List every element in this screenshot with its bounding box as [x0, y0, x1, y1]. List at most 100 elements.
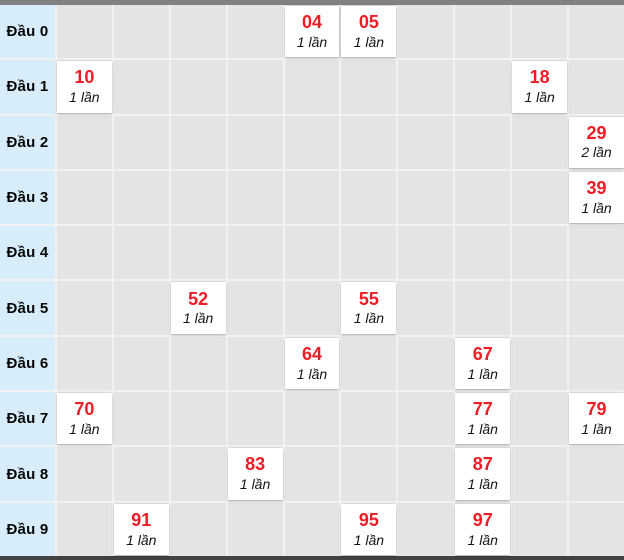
grid-cell [56, 170, 112, 225]
grid-cell [284, 226, 340, 280]
grid-cell [341, 226, 397, 280]
row-header: Đầu 9 [0, 502, 55, 556]
grid-cell [341, 60, 397, 114]
lottery-number: 67 [472, 343, 493, 364]
number-frequency-card: 10 1 lần [56, 61, 112, 113]
top-border-bar [0, 0, 624, 5]
lottery-number: 70 [74, 399, 95, 420]
number-frequency-card: 70 1 lần [56, 393, 112, 445]
grid-cell [170, 170, 226, 225]
grid-cell [284, 60, 340, 114]
grid-cell [398, 226, 454, 280]
lottery-number: 64 [301, 343, 322, 364]
row-header: Đầu 1 [0, 60, 55, 114]
grid-cell [170, 502, 226, 556]
grid-cell [56, 115, 112, 169]
occurrence-count: 1 lần [581, 420, 612, 437]
grid-cell [227, 115, 283, 169]
grid-cell: 10 1 lần [56, 60, 112, 114]
grid-cell [455, 5, 511, 59]
grid-cell [569, 447, 624, 501]
grid-cell [113, 281, 169, 335]
grid-cell [569, 281, 624, 335]
occurrence-count: 1 lần [296, 33, 328, 50]
grid-cell: 67 1 lần [455, 336, 511, 391]
occurrence-count: 1 lần [467, 531, 498, 548]
grid-cell [455, 60, 511, 114]
row-header: Đầu 0 [0, 5, 55, 59]
grid-cell [227, 392, 283, 446]
occurrence-count: 1 lần [296, 365, 328, 382]
grid-cell [512, 115, 568, 169]
grid-cell [398, 60, 454, 114]
number-frequency-card: 83 1 lần [227, 448, 283, 500]
grid-cell [227, 502, 283, 556]
lottery-number: 83 [245, 454, 266, 475]
grid-cell [227, 5, 283, 59]
number-frequency-card: 87 1 lần [455, 448, 511, 500]
number-frequency-card: 95 1 lần [341, 503, 397, 555]
grid-cell: 18 1 lần [512, 60, 568, 114]
grid-cell [56, 281, 112, 335]
grid-cell [512, 226, 568, 280]
occurrence-count: 1 lần [467, 420, 498, 437]
grid-cell [113, 226, 169, 280]
grid-cell [569, 502, 624, 556]
table-row: Đầu 1 10 1 lần 18 1 lần [0, 60, 624, 114]
grid-cell [284, 392, 340, 446]
grid-cell [170, 336, 226, 391]
number-frequency-card: 79 1 lần [569, 393, 624, 445]
grid-cell [512, 5, 568, 59]
grid-cell [569, 5, 624, 59]
grid-cell [398, 502, 454, 556]
lottery-number: 79 [586, 399, 607, 420]
grid-cell [227, 281, 283, 335]
row-header: Đầu 2 [0, 115, 55, 169]
grid-cell: 05 1 lần [341, 5, 397, 59]
lottery-number: 55 [358, 288, 379, 309]
grid-cell [113, 447, 169, 501]
occurrence-count: 1 lần [182, 310, 214, 327]
grid-cell [113, 5, 169, 59]
occurrence-count: 1 lần [353, 33, 385, 50]
occurrence-count: 1 lần [467, 476, 498, 493]
number-frequency-card: 39 1 lần [569, 171, 624, 224]
grid-cell [512, 281, 568, 335]
grid-cell [113, 115, 169, 169]
lottery-number: 87 [472, 454, 493, 475]
table-row: Đầu 0 04 1 lần 05 1 lần [0, 5, 624, 59]
row-header: Đầu 6 [0, 336, 55, 391]
grid-cell [284, 502, 340, 556]
grid-cell [341, 392, 397, 446]
number-frequency-card: 05 1 lần [341, 6, 397, 58]
lottery-number: 05 [358, 12, 379, 33]
lottery-number: 77 [472, 399, 493, 420]
grid-cell [398, 447, 454, 501]
row-header: Đầu 4 [0, 226, 55, 280]
grid-cell: 91 1 lần [113, 502, 169, 556]
grid-cell: 29 2 lần [569, 115, 624, 169]
grid-cell: 79 1 lần [569, 392, 624, 446]
grid-cell [398, 115, 454, 169]
row-header: Đầu 5 [0, 281, 55, 335]
occurrence-count: 1 lần [524, 89, 555, 106]
grid-cell: 04 1 lần [284, 5, 340, 59]
grid-cell [284, 115, 340, 169]
number-frequency-card: 91 1 lần [113, 503, 169, 555]
number-frequency-card: 04 1 lần [284, 6, 340, 58]
table-row: Đầu 2 29 2 lần [0, 115, 624, 169]
table-row: Đầu 9 91 1 lần 95 1 lần 97 1 lần [0, 502, 624, 556]
grid-cell [170, 392, 226, 446]
grid-cell [455, 115, 511, 169]
table-row: Đầu 3 39 1 lần [0, 170, 624, 225]
number-frequency-card: 67 1 lần [455, 337, 511, 390]
row-header: Đầu 8 [0, 447, 55, 501]
grid-cell: 87 1 lần [455, 447, 511, 501]
grid-cell [227, 226, 283, 280]
lottery-number: 10 [74, 67, 95, 88]
grid-cell [512, 392, 568, 446]
lottery-number: 04 [301, 12, 322, 33]
grid-cell [455, 226, 511, 280]
grid-cell [284, 170, 340, 225]
